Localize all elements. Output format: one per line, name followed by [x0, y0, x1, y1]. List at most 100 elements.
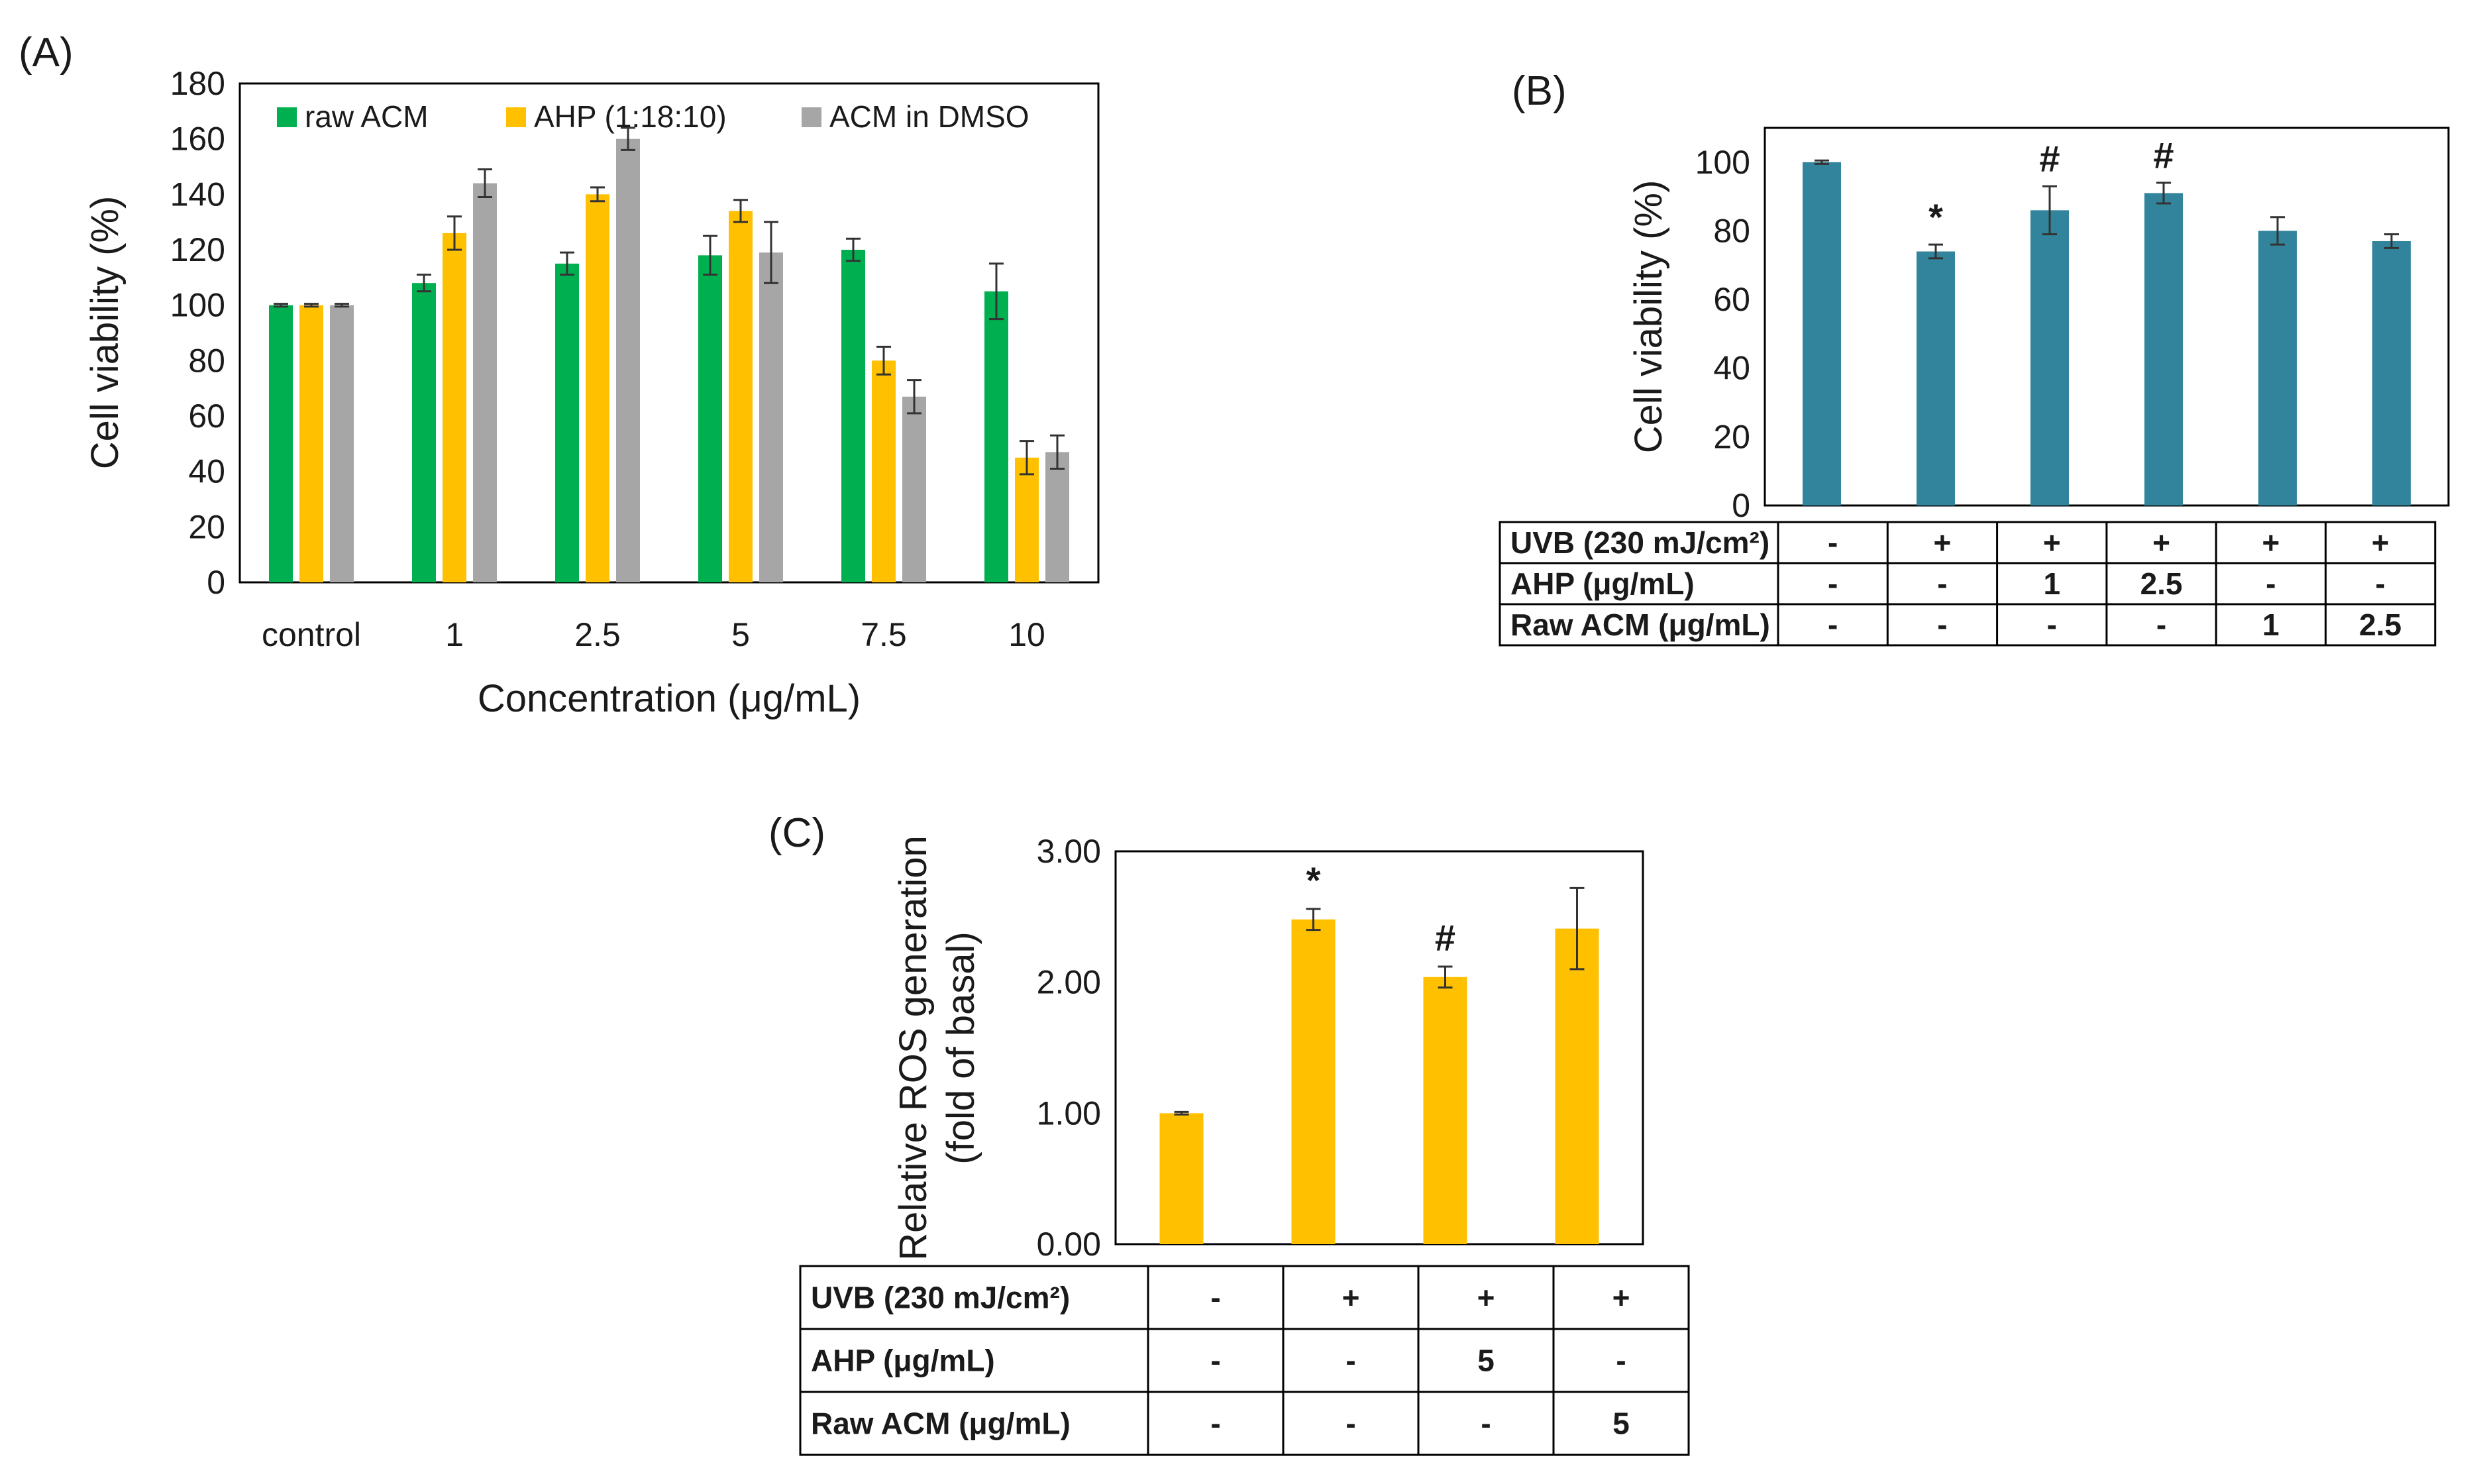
- panel-b-table-cell: -: [1937, 566, 1947, 601]
- panel-c-y-axis-title-line1: Relative ROS generation: [892, 835, 935, 1261]
- legend-swatch-acm-dmso: [802, 107, 821, 127]
- panel-b-table-row-label: AHP (μg/mL): [1510, 566, 1695, 601]
- panel-b-table-cell: +: [2152, 525, 2170, 560]
- panel-a-x-axis-title: Concentration (μg/mL): [478, 677, 861, 720]
- panel-c-y-tick-label: 2.00: [1037, 964, 1101, 1001]
- panel-a-bar-ahp-1-18-10-5: [729, 211, 753, 582]
- panel-b-table-cell: 2.5: [2359, 608, 2401, 642]
- panel-a-y-ticks: 0 20 40 60 80 100 120 140 160 180: [170, 65, 225, 601]
- panel-c-table-cell: +: [1342, 1281, 1360, 1315]
- panel-c-table-cell: +: [1477, 1281, 1495, 1315]
- panel-a-bar-ahp-1-18-10-control: [299, 305, 323, 582]
- panel-a-x-tick-label: 5: [731, 616, 750, 653]
- panel-c-table-row-label: AHP (μg/mL): [811, 1344, 995, 1378]
- panel-a-x-ticks: control 1 2.5 5 7.5 10: [262, 616, 1045, 653]
- panel-b-table-cell: 1: [2262, 608, 2280, 642]
- panel-b-y-tick-label: 20: [1713, 418, 1750, 455]
- legend-label-ahp: AHP (1:18:10): [534, 99, 727, 134]
- panel-c-y-tick-label: 0.00: [1037, 1226, 1101, 1263]
- panel-c-y-tick-label: 3.00: [1037, 833, 1101, 870]
- panel-b-y-tick-label: 80: [1713, 212, 1750, 249]
- panel-c-y-ticks: 0.00 1.00 2.00 3.00: [1037, 833, 1101, 1263]
- panel-c-y-axis-title-line2: (fold of basal): [939, 931, 982, 1164]
- legend-label-acm-dmso: ACM in DMSO: [829, 99, 1029, 134]
- panel-b-y-tick-label: 0: [1732, 487, 1750, 524]
- panel-c-table-row-label: UVB (230 mJ/cm²): [811, 1281, 1070, 1315]
- panel-b-bar-2: [1917, 251, 1955, 505]
- panel-c: (C) 0.001.002.003.00 *# Relative ROS gen…: [768, 810, 1690, 1456]
- panel-a-x-tick-label: 10: [1008, 616, 1045, 653]
- legend-label-raw-acm: raw ACM: [305, 99, 429, 134]
- panel-a-bar-ahp-1-18-10-10: [1015, 457, 1039, 582]
- panel-b-bar-4: [2144, 193, 2183, 505]
- panel-b-table-row-label: Raw ACM (μg/mL): [1510, 608, 1770, 642]
- panel-c-bar-1: [1159, 1113, 1204, 1244]
- panel-a-bar-acm-in-dmso-1: [473, 183, 497, 583]
- panel-b-table-cell: 2.5: [2140, 566, 2183, 601]
- panel-a-y-tick-label: 140: [170, 176, 225, 213]
- panel-c-table-cell: -: [1345, 1406, 1355, 1441]
- panel-b-table-cell: -: [2156, 608, 2166, 642]
- panel-a-y-tick-label: 60: [188, 398, 225, 435]
- panel-a-y-axis-title: Cell viability (%): [83, 196, 127, 470]
- panel-b-significance-marker: #: [2153, 134, 2174, 176]
- panel-a-bar-acm-in-dmso-5: [759, 252, 783, 582]
- panel-c-table-cell: 5: [1477, 1344, 1495, 1378]
- panel-b-y-tick-label: 100: [1695, 144, 1750, 181]
- panel-c-bar-4: [1555, 928, 1599, 1244]
- panel-c-table-cell: -: [1210, 1406, 1220, 1441]
- panel-a-bar-ahp-1-18-10-7-5: [872, 360, 896, 582]
- panel-b-table-cell: +: [2262, 525, 2280, 560]
- panel-b-table-cell: +: [2372, 525, 2390, 560]
- panel-c-y-tick-label: 1.00: [1037, 1094, 1101, 1132]
- panel-b-y-ticks: 0 20 40 60 80 100: [1695, 144, 1750, 524]
- panel-a-y-tick-label: 100: [170, 287, 225, 324]
- panel-b-plot-frame: [1764, 127, 2450, 507]
- panel-b-y-tick-label: 40: [1713, 350, 1750, 387]
- panel-a-plot-frame: [238, 82, 1100, 584]
- panel-a-y-tick-label: 180: [170, 65, 225, 102]
- panel-a-y-tick-label: 120: [170, 231, 225, 268]
- panel-a-bar-ahp-1-18-10-1: [443, 233, 466, 582]
- panel-c-table-cell: -: [1345, 1344, 1355, 1378]
- panel-c-bar-3: [1423, 977, 1467, 1244]
- panel-b-table-cell: -: [1828, 525, 1838, 560]
- panel-a-x-tick-label: 7.5: [861, 616, 907, 653]
- panel-c-bars: *#: [1159, 859, 1599, 1244]
- panel-c-plot-frame: [1114, 850, 1644, 1246]
- panel-c-table-cell: -: [1616, 1344, 1626, 1378]
- panel-c-table-row-label: Raw ACM (μg/mL): [811, 1406, 1071, 1441]
- panel-a-legend: raw ACM AHP (1:18:10) ACM in DMSO: [277, 99, 1029, 134]
- panel-b-bar-6: [2372, 241, 2411, 505]
- panel-c-table-cell: -: [1210, 1281, 1220, 1315]
- panel-b-bar-1: [1803, 162, 1841, 505]
- panel-a-bar-raw-acm-7-5: [841, 250, 865, 582]
- panel-a-bar-raw-acm-2-5: [555, 263, 579, 582]
- panel-c-table-border: [799, 1265, 1690, 1456]
- panel-b-table-cell: -: [2266, 566, 2276, 601]
- panel-c-table-cell: -: [1210, 1344, 1220, 1378]
- panel-c-significance-marker: *: [1306, 859, 1321, 901]
- panel-b-table-cell: -: [1828, 608, 1838, 642]
- panel-b-table-cell: -: [2375, 566, 2385, 601]
- panel-c-table-cell: -: [1481, 1406, 1491, 1441]
- panel-a-bar-acm-in-dmso-control: [330, 305, 354, 582]
- panel-b-bar-3: [2030, 210, 2069, 505]
- panel-b-significance-marker: *: [1928, 196, 1943, 238]
- panel-b-table-row-label: UVB (230 mJ/cm²): [1510, 525, 1769, 560]
- panel-c-table-cell: +: [1612, 1281, 1630, 1315]
- panel-b-label: (B): [1512, 68, 1567, 114]
- panel-a-bar-acm-in-dmso-2-5: [616, 138, 640, 582]
- panel-a-bar-acm-in-dmso-10: [1045, 452, 1069, 582]
- panel-a-bar-raw-acm-control: [269, 305, 293, 582]
- panel-b-y-axis-title: Cell viability (%): [1627, 180, 1670, 454]
- panel-a-y-tick-label: 80: [188, 342, 225, 379]
- panel-a-x-tick-label: control: [262, 616, 361, 653]
- panel-b-table-cell: 1: [2043, 566, 2060, 601]
- panel-b-table-cell: -: [2047, 608, 2057, 642]
- panel-a-bar-ahp-1-18-10-2-5: [586, 194, 609, 582]
- panel-a-bars: [269, 127, 1069, 583]
- legend-swatch-ahp: [506, 107, 526, 127]
- panel-a-bar-raw-acm-1: [412, 283, 436, 582]
